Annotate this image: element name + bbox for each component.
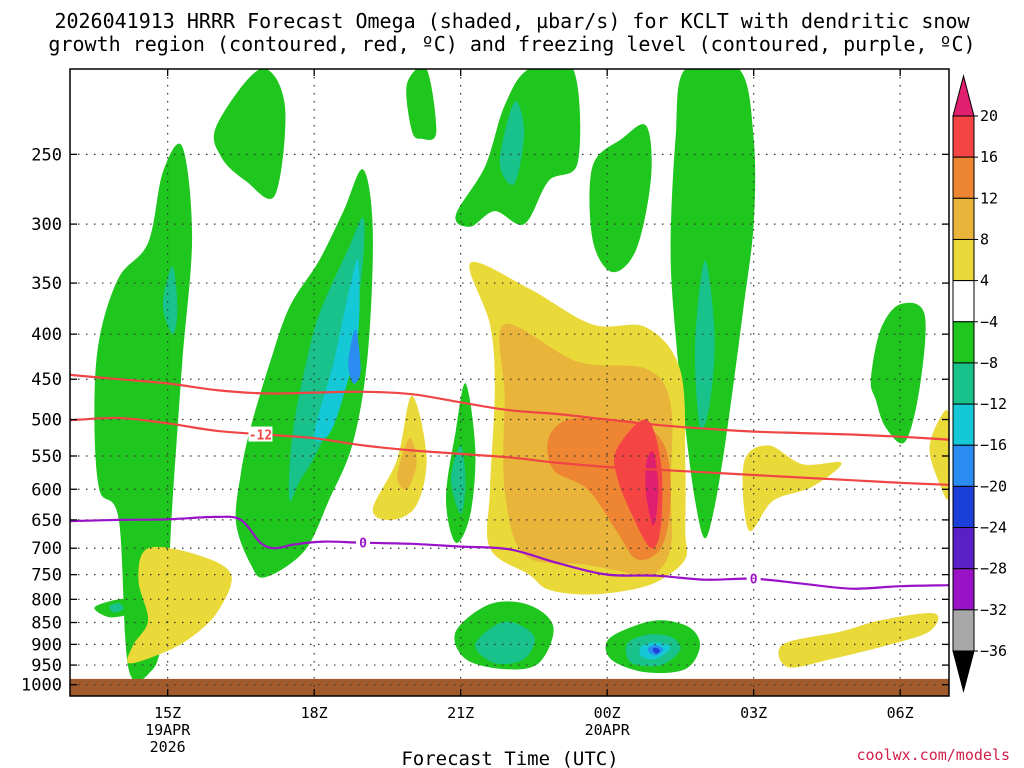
dgz-label-0: -12: [249, 429, 272, 444]
colorbar-label-6: −8: [980, 354, 998, 372]
colorbar-label-3: 8: [980, 230, 989, 248]
colorbar-label-7: −12: [980, 395, 1007, 413]
x-tick-year-15: 2026: [150, 738, 186, 756]
colorbar-label-0: 20: [980, 107, 998, 125]
colorbar-bin-7: [952, 403, 975, 446]
y-tick-label-650: 650: [31, 511, 62, 531]
dgz-contour-0: [70, 416, 949, 486]
omega-region-29: [778, 613, 939, 668]
freezing-label-1: 0: [750, 573, 758, 588]
omega-region-8: [589, 124, 652, 273]
y-tick-label-950: 950: [31, 656, 62, 676]
omega-region-4: [406, 69, 437, 140]
x-tick-date-24: 20APR: [585, 721, 631, 739]
omega-region-19: [694, 260, 715, 430]
colorbar-bin-1: [952, 156, 975, 199]
omega-region-24: [652, 647, 660, 654]
contour-lines: [70, 373, 949, 590]
colorbar-label-1: 16: [980, 148, 998, 166]
freezing-label-bg-0: [356, 534, 370, 550]
y-tick-label-900: 900: [31, 635, 62, 655]
omega-region-9: [670, 69, 756, 539]
colorbar-bin-12: [952, 609, 975, 652]
colorbar-bin-3: [952, 238, 975, 282]
y-tick-label-800: 800: [31, 590, 62, 610]
omega-region-30: [929, 409, 949, 500]
omega-region-28: [742, 445, 842, 532]
omega-region-22: [348, 329, 361, 384]
y-tick-label-700: 700: [31, 539, 62, 559]
y-tick-label-350: 350: [31, 274, 62, 294]
omega-region-11: [870, 302, 926, 444]
y-tick-label-1000: 1000: [21, 676, 62, 696]
colorbar: 20 16 12 8 4 −4 −8 −12 −16 −20 −24 −28 −32 −36: [952, 74, 1007, 693]
colorbar-label-2: 12: [980, 189, 998, 207]
x-tick-label-30: 06Z: [887, 704, 914, 722]
colorbar-label-13: −36: [980, 642, 1007, 660]
y-tick-label-500: 500: [31, 411, 62, 431]
colorbar-bin-6: [952, 362, 975, 405]
colorbar-label-12: −32: [980, 601, 1007, 619]
colorbar-bin-5: [952, 321, 975, 364]
colorbar-top-arrow: [952, 74, 975, 117]
dgz-label-bg-0: [248, 426, 273, 442]
y-tick-label-400: 400: [31, 325, 62, 345]
omega-shading: [94, 69, 949, 682]
colorbar-label-5: −4: [980, 313, 998, 331]
colorbar-bin-4: [952, 280, 975, 323]
y-tick-label-250: 250: [31, 145, 62, 165]
colorbar-label-4: 4: [980, 272, 989, 290]
colorbar-bin-0: [952, 115, 975, 158]
colorbar-bin-2: [952, 197, 975, 240]
colorbar-bottom-arrow: [952, 650, 975, 693]
y-axis: 2503003504004505005506006507007508008509…: [21, 145, 949, 696]
y-tick-label-550: 550: [31, 447, 62, 467]
x-tick-label-21: 21Z: [447, 704, 474, 722]
y-tick-label-300: 300: [31, 215, 62, 235]
colorbar-bin-10: [952, 527, 975, 570]
x-tick-label-18: 18Z: [301, 704, 328, 722]
dgz-contour-1: [70, 373, 949, 441]
ground-fill: [70, 678, 949, 696]
x-tick-date-15: 19APR: [145, 721, 191, 739]
colorbar-bin-11: [952, 568, 975, 611]
x-tick-label-15: 15Z: [154, 704, 181, 722]
y-tick-label-450: 450: [31, 370, 62, 390]
colorbar-label-10: −24: [980, 519, 1007, 537]
chart-title-line-2: growth region (contoured, red, ºC) and f…: [48, 32, 976, 56]
omega-region-13: [108, 603, 124, 613]
omega-region-16: [450, 445, 466, 515]
y-tick-label-750: 750: [31, 566, 62, 586]
x-tick-label-24: 00Z: [594, 704, 621, 722]
omega-region-20: [314, 259, 360, 442]
omega-region-15: [499, 101, 525, 185]
y-tick-label-600: 600: [31, 480, 62, 500]
freezing-label-0: 0: [359, 537, 367, 552]
freezing-level-contour: [70, 515, 949, 590]
x-tick-label-27: 03Z: [740, 704, 767, 722]
contour-labels: -12 0 0: [248, 426, 761, 588]
omega-region-1: [213, 69, 286, 199]
freezing-label-bg-1: [746, 570, 761, 586]
credit-text: coolwx.com/models: [856, 746, 1010, 764]
colorbar-bin-8: [952, 444, 975, 487]
colorbar-label-11: −28: [980, 560, 1007, 578]
omega-region-14: [288, 217, 365, 502]
colorbar-label-9: −20: [980, 477, 1007, 495]
chart-title-line-1: 2026041913 HRRR Forecast Omega (shaded, …: [54, 9, 970, 33]
omega-region-17: [475, 621, 535, 665]
x-axis-label: Forecast Time (UTC): [401, 748, 618, 768]
y-tick-label-850: 850: [31, 614, 62, 634]
ground-layer: [70, 678, 949, 696]
colorbar-label-8: −16: [980, 436, 1007, 454]
plot-frame: [69, 68, 950, 697]
omega-region-25: [127, 546, 232, 664]
omega-region-26: [372, 395, 427, 521]
colorbar-bin-9: [952, 485, 975, 529]
